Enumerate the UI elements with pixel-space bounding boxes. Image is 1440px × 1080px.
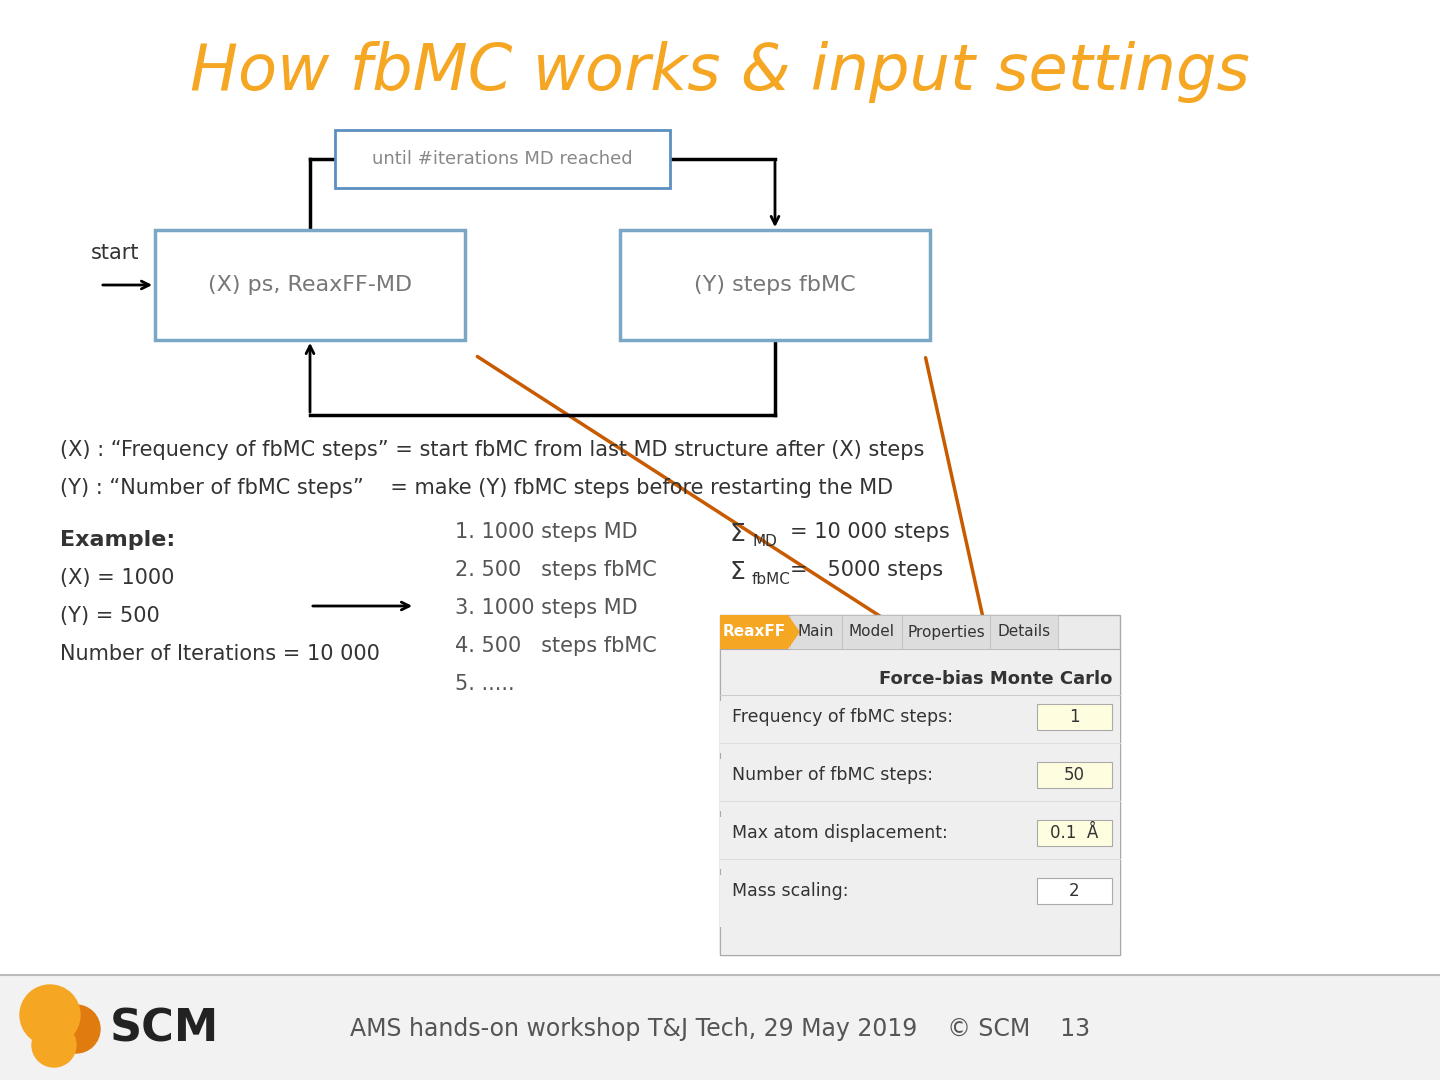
Bar	[991, 615, 1058, 649]
Text: Properties: Properties	[907, 624, 985, 639]
Bar	[791, 615, 842, 649]
Text: Number of fbMC steps:: Number of fbMC steps:	[732, 766, 933, 784]
Text: = 10 000 steps: = 10 000 steps	[791, 522, 950, 542]
Text: Number of Iterations = 10 000: Number of Iterations = 10 000	[60, 644, 380, 664]
Bar	[720, 701, 1120, 753]
Text: SCM: SCM	[109, 1008, 219, 1051]
Bar	[720, 759, 1120, 811]
Text: 3. 1000 steps MD: 3. 1000 steps MD	[455, 598, 638, 618]
Text: start: start	[91, 243, 140, 264]
Text: Max atom displacement:: Max atom displacement:	[732, 824, 948, 842]
Circle shape	[20, 985, 81, 1045]
FancyBboxPatch shape	[156, 230, 465, 340]
Text: How fbMC works & input settings: How fbMC works & input settings	[190, 41, 1250, 103]
Text: 5. .....: 5. .....	[455, 674, 514, 694]
Text: AMS hands-on workshop T&J Tech, 29 May 2019    © SCM    13: AMS hands-on workshop T&J Tech, 29 May 2…	[350, 1017, 1090, 1041]
Polygon shape	[720, 615, 801, 649]
Text: ReaxFF: ReaxFF	[723, 624, 786, 639]
Bar	[1037, 704, 1112, 730]
Bar	[1037, 820, 1112, 846]
Text: (Y) = 500: (Y) = 500	[60, 606, 160, 626]
Bar	[720, 649, 1120, 955]
Text: until #iterations MD reached: until #iterations MD reached	[372, 150, 632, 168]
Bar	[720, 875, 1120, 927]
Circle shape	[52, 1005, 99, 1053]
Text: 50: 50	[1064, 766, 1084, 784]
Text: 2. 500   steps fbMC: 2. 500 steps fbMC	[455, 561, 657, 580]
Text: (X) ps, ReaxFF-MD: (X) ps, ReaxFF-MD	[207, 275, 412, 295]
Bar	[0, 975, 1440, 1080]
Text: Details: Details	[998, 624, 1051, 639]
FancyBboxPatch shape	[336, 130, 670, 188]
Bar	[842, 615, 901, 649]
Text: Force-bias Monte Carlo: Force-bias Monte Carlo	[878, 670, 1112, 688]
Bar	[1037, 762, 1112, 788]
Text: Example:: Example:	[60, 530, 176, 550]
Bar	[1037, 878, 1112, 904]
FancyBboxPatch shape	[621, 230, 930, 340]
Text: (X) = 1000: (X) = 1000	[60, 568, 174, 588]
Text: 0.1  Å: 0.1 Å	[1050, 824, 1099, 842]
Text: fbMC: fbMC	[752, 572, 791, 588]
Text: 2: 2	[1068, 882, 1080, 900]
Text: Mass scaling:: Mass scaling:	[732, 882, 848, 900]
Text: Σ: Σ	[730, 522, 746, 546]
Text: 1. 1000 steps MD: 1. 1000 steps MD	[455, 522, 638, 542]
Text: Model: Model	[850, 624, 896, 639]
Text: (Y) steps fbMC: (Y) steps fbMC	[694, 275, 855, 295]
Text: Main: Main	[798, 624, 834, 639]
Bar	[720, 615, 1120, 955]
Bar	[720, 816, 1120, 869]
Text: 1: 1	[1068, 708, 1080, 726]
Text: (Y) : “Number of fbMC steps”    = make (Y) fbMC steps before restarting the MD: (Y) : “Number of fbMC steps” = make (Y) …	[60, 478, 893, 498]
Text: =   5000 steps: = 5000 steps	[791, 561, 943, 580]
Text: Frequency of fbMC steps:: Frequency of fbMC steps:	[732, 708, 953, 726]
Text: Σ: Σ	[730, 561, 746, 584]
Text: (X) : “Frequency of fbMC steps” = start fbMC from last MD structure after (X) st: (X) : “Frequency of fbMC steps” = start …	[60, 440, 924, 460]
Text: 4. 500   steps fbMC: 4. 500 steps fbMC	[455, 636, 657, 656]
Bar	[901, 615, 991, 649]
Text: MD: MD	[752, 534, 776, 549]
Circle shape	[32, 1023, 76, 1067]
